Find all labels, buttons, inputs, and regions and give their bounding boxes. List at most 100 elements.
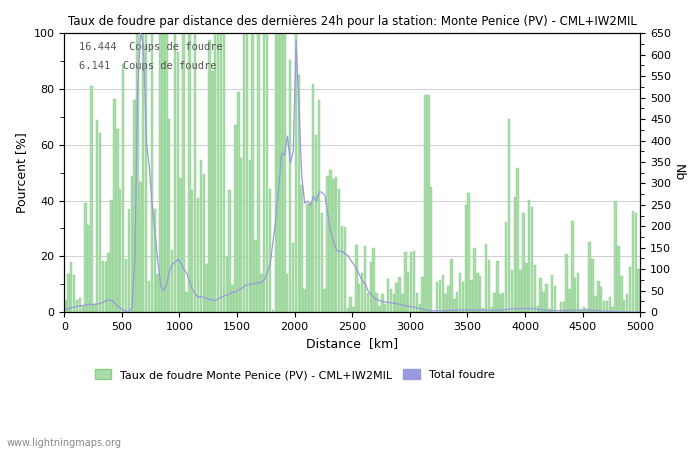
Bar bbox=[519, 270, 522, 312]
Text: www.lightningmaps.org: www.lightningmaps.org bbox=[7, 438, 122, 448]
Bar bbox=[419, 304, 421, 312]
Bar bbox=[352, 307, 355, 312]
Bar bbox=[398, 277, 401, 312]
Bar bbox=[150, 33, 153, 312]
Bar bbox=[482, 308, 484, 312]
Bar bbox=[533, 265, 536, 312]
Bar bbox=[67, 274, 69, 312]
Bar bbox=[186, 292, 188, 312]
Bar bbox=[136, 33, 139, 312]
Y-axis label: Nb: Nb bbox=[672, 164, 685, 181]
Bar bbox=[600, 287, 603, 312]
Bar bbox=[571, 221, 573, 312]
Bar bbox=[312, 84, 314, 312]
Text: 16.444  Coups de foudre: 16.444 Coups de foudre bbox=[78, 42, 223, 52]
Bar bbox=[225, 256, 228, 312]
Bar bbox=[70, 262, 73, 312]
Bar bbox=[125, 260, 127, 312]
Bar bbox=[202, 174, 205, 312]
Bar bbox=[205, 264, 208, 312]
Bar bbox=[231, 285, 234, 312]
Bar bbox=[251, 33, 254, 312]
Bar bbox=[160, 33, 162, 312]
Bar bbox=[384, 304, 386, 312]
Bar bbox=[545, 284, 547, 312]
Bar bbox=[266, 33, 268, 312]
Bar bbox=[554, 286, 556, 312]
Bar bbox=[64, 300, 67, 312]
Bar bbox=[113, 99, 116, 312]
Bar bbox=[494, 293, 496, 312]
Legend: Taux de foudre Monte Penice (PV) - CML+IW2MIL, Total foudre: Taux de foudre Monte Penice (PV) - CML+I… bbox=[90, 365, 499, 384]
Bar bbox=[629, 267, 631, 312]
Bar bbox=[436, 282, 438, 312]
Bar bbox=[458, 273, 461, 312]
Bar bbox=[248, 160, 251, 312]
Bar bbox=[548, 309, 551, 312]
Bar bbox=[223, 33, 225, 312]
Bar bbox=[476, 273, 479, 312]
Title: Taux de foudre par distance des dernières 24h pour la station: Monte Penice (PV): Taux de foudre par distance des dernière… bbox=[68, 15, 637, 28]
Bar bbox=[585, 309, 588, 312]
Bar bbox=[300, 185, 303, 312]
Bar bbox=[393, 294, 395, 312]
Bar bbox=[404, 252, 407, 312]
Bar bbox=[364, 247, 366, 312]
Bar bbox=[298, 75, 300, 312]
Bar bbox=[329, 170, 332, 312]
Bar bbox=[116, 129, 118, 312]
Bar bbox=[318, 100, 320, 312]
Bar bbox=[479, 276, 482, 312]
Bar bbox=[93, 305, 95, 312]
Bar bbox=[240, 158, 242, 312]
Bar bbox=[220, 33, 222, 312]
Bar bbox=[332, 179, 335, 312]
Bar bbox=[525, 263, 528, 312]
Bar bbox=[631, 211, 634, 312]
Bar bbox=[502, 293, 505, 312]
Bar bbox=[620, 276, 622, 312]
Bar bbox=[556, 311, 559, 312]
Bar bbox=[199, 160, 202, 312]
Bar bbox=[528, 200, 531, 312]
Bar bbox=[407, 272, 410, 312]
Bar bbox=[603, 301, 606, 312]
Bar bbox=[499, 294, 502, 312]
Bar bbox=[284, 33, 286, 312]
Bar bbox=[597, 280, 599, 312]
Bar bbox=[505, 222, 508, 312]
Bar bbox=[390, 289, 392, 312]
Bar bbox=[416, 293, 418, 312]
Bar bbox=[338, 189, 340, 312]
Bar bbox=[162, 33, 164, 312]
Bar bbox=[372, 248, 375, 312]
Bar bbox=[209, 40, 211, 312]
Bar bbox=[410, 252, 412, 312]
Bar bbox=[315, 135, 317, 312]
Bar bbox=[517, 168, 519, 312]
Bar bbox=[346, 308, 349, 312]
Bar bbox=[574, 278, 577, 312]
Bar bbox=[488, 260, 490, 312]
Bar bbox=[214, 33, 216, 312]
Text: 6.141  Coups de foudre: 6.141 Coups de foudre bbox=[78, 61, 216, 71]
Bar bbox=[430, 187, 433, 312]
Bar bbox=[608, 297, 611, 312]
Bar bbox=[76, 300, 78, 312]
Bar bbox=[551, 274, 554, 312]
Bar bbox=[111, 200, 113, 312]
Bar bbox=[470, 280, 473, 312]
Bar bbox=[246, 33, 248, 312]
Bar bbox=[594, 297, 596, 312]
Bar bbox=[228, 190, 231, 312]
Bar bbox=[309, 203, 312, 312]
Bar bbox=[303, 289, 306, 312]
Bar bbox=[280, 33, 283, 312]
Bar bbox=[142, 33, 144, 312]
Bar bbox=[145, 33, 148, 312]
Bar bbox=[424, 94, 427, 312]
Bar bbox=[217, 33, 219, 312]
Bar bbox=[358, 284, 360, 312]
Bar bbox=[540, 278, 542, 312]
Bar bbox=[321, 212, 323, 312]
